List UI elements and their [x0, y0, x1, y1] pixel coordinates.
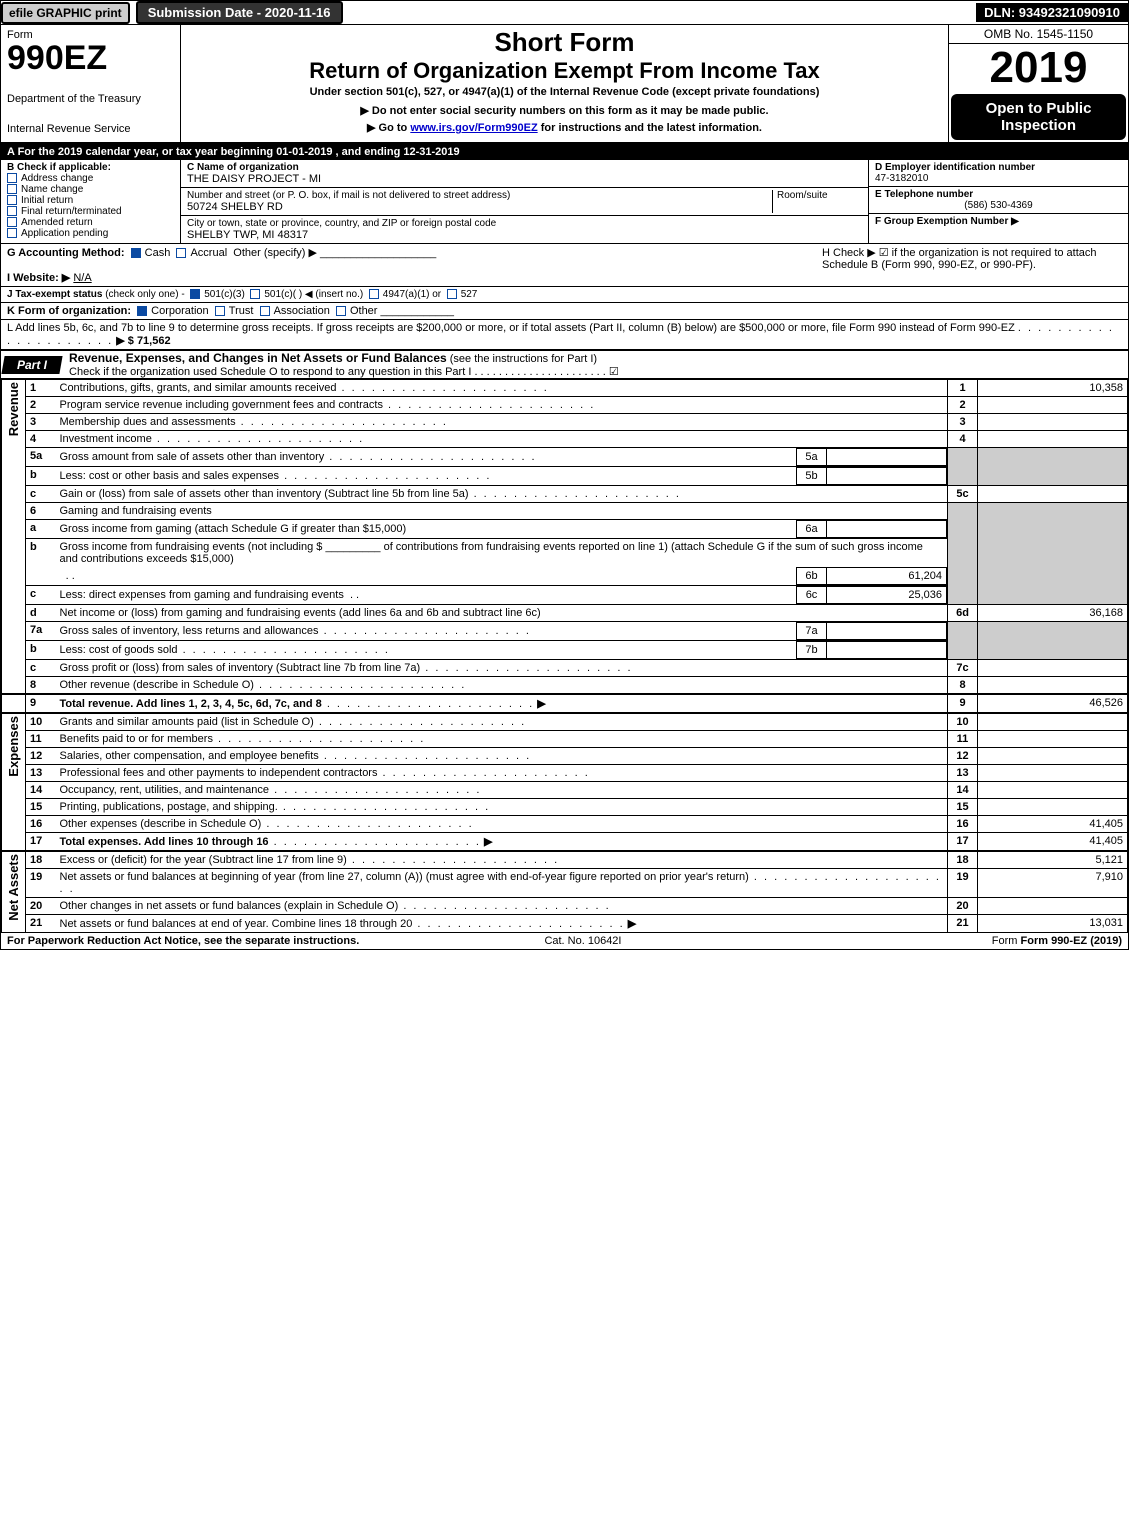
b-opt-address: Address change	[7, 173, 174, 184]
efile-print-button[interactable]: efile GRAPHIC print	[1, 2, 130, 24]
revenue-side-label: Revenue	[6, 382, 21, 436]
section-def: D Employer identification number 47-3182…	[868, 160, 1128, 243]
table-row: 12Salaries, other compensation, and empl…	[2, 748, 1128, 765]
table-row: 20Other changes in net assets or fund ba…	[2, 898, 1128, 915]
table-row: 13Professional fees and other payments t…	[2, 765, 1128, 782]
checkbox-accrual-icon	[176, 248, 186, 258]
goto-instructions: ▶ Go to www.irs.gov/Form990EZ for instru…	[187, 121, 942, 134]
c-org-name: THE DAISY PROJECT - MI	[187, 173, 862, 185]
f-cell: F Group Exemption Number ▶	[869, 214, 1128, 229]
header-left: Form 990EZ Department of the Treasury In…	[1, 25, 181, 142]
table-row: Expenses 10Grants and similar amounts pa…	[2, 713, 1128, 731]
b-opt-pending: Application pending	[7, 228, 174, 239]
table-row: 7a Gross sales of inventory, less return…	[2, 622, 1128, 641]
line-gh: G Accounting Method: Cash Accrual Other …	[1, 244, 1128, 287]
page-footer: For Paperwork Reduction Act Notice, see …	[1, 933, 1128, 949]
header-right: OMB No. 1545-1150 2019 Open to Public In…	[948, 25, 1128, 142]
f-label: F Group Exemption Number ▶	[875, 216, 1019, 227]
part1-header: Part I Revenue, Expenses, and Changes in…	[1, 350, 1128, 379]
e-cell: E Telephone number (586) 530-4369	[869, 187, 1128, 214]
open-to-public: Open to Public Inspection	[951, 94, 1126, 140]
website-value: N/A	[73, 272, 91, 284]
b-opt-initial: Initial return	[7, 195, 174, 206]
table-row: 5a Gross amount from sale of assets othe…	[2, 448, 1128, 467]
section-c: C Name of organization THE DAISY PROJECT…	[181, 160, 868, 243]
c-name-row: C Name of organization THE DAISY PROJECT…	[181, 160, 868, 188]
table-row: 21Net assets or fund balances at end of …	[2, 915, 1128, 933]
table-row: 19Net assets or fund balances at beginni…	[2, 869, 1128, 898]
table-row: 9Total revenue. Add lines 1, 2, 3, 4, 5c…	[2, 694, 1128, 713]
footer-cat: Cat. No. 10642I	[544, 935, 621, 947]
omb-number: OMB No. 1545-1150	[949, 25, 1128, 44]
goto-pre: ▶ Go to	[367, 122, 410, 134]
table-row: cGross profit or (loss) from sales of in…	[2, 660, 1128, 677]
form-990ez-page: efile GRAPHIC print Submission Date - 20…	[0, 0, 1129, 950]
table-row: 3Membership dues and assessments 3	[2, 414, 1128, 431]
c-addr: 50724 SHELBY RD	[187, 201, 772, 213]
d-label: D Employer identification number	[875, 162, 1035, 173]
return-title: Return of Organization Exempt From Incom…	[187, 58, 942, 84]
c-city-label: City or town, state or province, country…	[187, 218, 862, 229]
table-row: 11Benefits paid to or for members 11	[2, 731, 1128, 748]
table-row: 4Investment income 4	[2, 431, 1128, 448]
goto-post: for instructions and the latest informat…	[538, 122, 762, 134]
table-row: 6Gaming and fundraising events	[2, 503, 1128, 520]
d-cell: D Employer identification number 47-3182…	[869, 160, 1128, 187]
footer-right: Form Form 990-EZ (2019)	[992, 935, 1122, 947]
form-header: Form 990EZ Department of the Treasury In…	[1, 25, 1128, 144]
ssn-warning: ▶ Do not enter social security numbers o…	[187, 104, 942, 117]
table-row: 2Program service revenue including gover…	[2, 397, 1128, 414]
line-a-taxyear: A For the 2019 calendar year, or tax yea…	[1, 144, 1128, 160]
c-city: SHELBY TWP, MI 48317	[187, 229, 862, 241]
table-row: cGain or (loss) from sale of assets othe…	[2, 486, 1128, 503]
form-number: 990EZ	[7, 41, 174, 75]
table-row: Revenue 1Contributions, gifts, grants, a…	[2, 380, 1128, 397]
dept-irs: Internal Revenue Service	[7, 123, 174, 135]
b-opt-amended: Amended return	[7, 217, 174, 228]
part1-title-wrap: Revenue, Expenses, and Changes in Net As…	[69, 351, 619, 378]
table-row: 15Printing, publications, postage, and s…	[2, 799, 1128, 816]
c-room-label: Room/suite	[772, 190, 862, 213]
dept-treasury: Department of the Treasury	[7, 93, 174, 105]
section-b: B Check if applicable: Address change Na…	[1, 160, 181, 243]
table-row: 17Total expenses. Add lines 10 through 1…	[2, 833, 1128, 852]
table-row: dNet income or (loss) from gaming and fu…	[2, 605, 1128, 622]
line-j: J Tax-exempt status (check only one) - 5…	[1, 287, 1128, 303]
c-city-row: City or town, state or province, country…	[181, 216, 868, 243]
footer-left: For Paperwork Reduction Act Notice, see …	[7, 935, 359, 947]
under-section-text: Under section 501(c), 527, or 4947(a)(1)…	[187, 86, 942, 98]
table-row: Net Assets 18Excess or (deficit) for the…	[2, 851, 1128, 869]
top-bar: efile GRAPHIC print Submission Date - 20…	[1, 1, 1128, 25]
b-title: B Check if applicable:	[7, 162, 174, 173]
line-l: L Add lines 5b, 6c, and 7b to line 9 to …	[1, 320, 1128, 350]
line-h: H Check ▶ ☑ if the organization is not r…	[822, 246, 1122, 284]
c-addr-row: Number and street (or P. O. box, if mail…	[181, 188, 868, 216]
short-form-title: Short Form	[187, 27, 942, 58]
netassets-side-label: Net Assets	[6, 854, 21, 921]
part1-table: Revenue 1Contributions, gifts, grants, a…	[1, 379, 1128, 933]
expenses-side-label: Expenses	[6, 716, 21, 777]
table-row: 14Occupancy, rent, utilities, and mainte…	[2, 782, 1128, 799]
checkbox-cash-icon	[131, 248, 141, 258]
b-opt-name: Name change	[7, 184, 174, 195]
dln-label: DLN: 93492321090910	[976, 3, 1128, 22]
line-k: K Form of organization: Corporation Trus…	[1, 303, 1128, 320]
c-addr-label: Number and street (or P. O. box, if mail…	[187, 190, 772, 201]
irs-link[interactable]: www.irs.gov/Form990EZ	[410, 122, 537, 134]
table-row: 16Other expenses (describe in Schedule O…	[2, 816, 1128, 833]
b-opt-final: Final return/terminated	[7, 206, 174, 217]
tax-year: 2019	[949, 44, 1128, 92]
info-block: B Check if applicable: Address change Na…	[1, 160, 1128, 244]
submission-date-button[interactable]: Submission Date - 2020-11-16	[136, 1, 343, 24]
header-center: Short Form Return of Organization Exempt…	[181, 25, 948, 142]
c-name-label: C Name of organization	[187, 162, 862, 173]
d-ein: 47-3182010	[875, 173, 928, 184]
e-label: E Telephone number	[875, 189, 973, 200]
part1-tag: Part I	[1, 356, 62, 374]
line-g: G Accounting Method: Cash Accrual Other …	[7, 246, 822, 284]
table-row: 8Other revenue (describe in Schedule O) …	[2, 677, 1128, 695]
e-phone: (586) 530-4369	[875, 200, 1122, 211]
